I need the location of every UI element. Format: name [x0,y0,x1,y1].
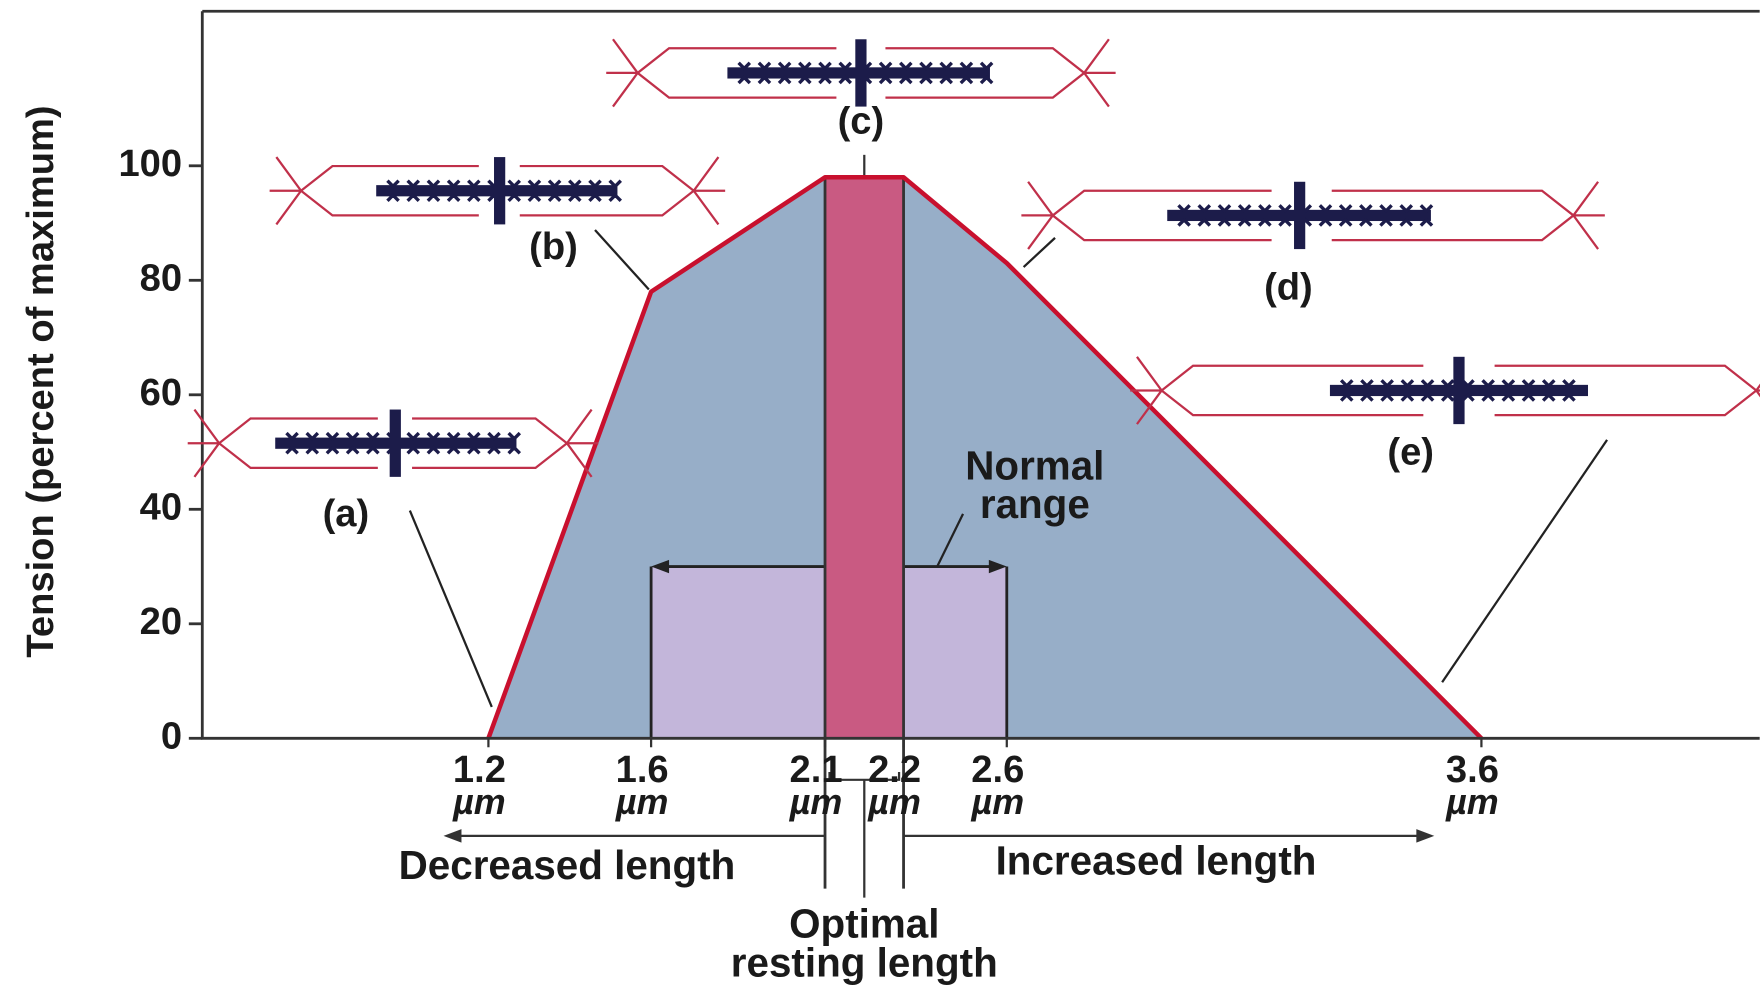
tension-line [486,175,1483,740]
region-label: range [980,481,1090,527]
x-unit-label: µm [452,782,506,822]
optimal-band [825,177,904,739]
actin-filament [269,156,479,226]
leader-line [1441,439,1609,683]
actin-filament [1494,364,1760,417]
x-tick-label: 1.6 [616,748,669,791]
x-tick-label: 2.6 [971,748,1024,791]
myosin-heads [737,61,994,85]
leader-line [408,510,493,708]
x-unit-label: µm [971,782,1025,822]
sarcomere-icon [269,156,726,226]
arrowhead [651,559,670,574]
actin-filament [187,408,378,478]
actin-filament [1130,356,1424,425]
m-line [1453,356,1465,425]
region-label: resting length [731,940,998,986]
actin-filament [412,408,599,478]
sarcomere-label: (b) [529,225,578,268]
bracket [828,771,901,898]
leader-line [594,229,650,291]
sarcomere-label: (c) [838,100,885,143]
region-label: Normal [965,443,1104,489]
myosin-heads [1339,379,1576,402]
leader-line [1022,237,1056,268]
y-tick-label: 100 [118,142,182,185]
x-tick-label: 2.1 [790,748,843,791]
sarcomere-icon [1130,356,1760,425]
y-axis-title: Tension (percent of maximum) [19,105,62,657]
x-tick-label: 3.6 [1446,748,1499,791]
x-tick-label: 1.2 [453,748,506,791]
sarcomere-label: (e) [1387,431,1434,474]
sarcomere-icon [606,38,1116,108]
actin-filament [1021,181,1272,250]
arrowhead [988,559,1007,574]
direction-label: Increased length [996,838,1317,884]
sarcomere-icon [187,408,599,478]
x-unit-label: µm [789,782,843,822]
x-unit-label: µm [1445,782,1499,822]
sarcomere-label: (a) [323,492,370,535]
y-tick-label: 80 [140,256,182,299]
y-tick-label: 0 [161,714,182,757]
y-tick-label: 20 [140,600,182,643]
actin-filament [519,156,726,226]
sarcomere-label: (d) [1264,266,1313,309]
y-tick-label: 40 [140,485,182,528]
direction-label: Decreased length [399,842,736,888]
m-line [855,39,867,107]
m-line [389,409,401,477]
sarcomere-icon [1021,181,1605,250]
myosin-heads [1177,204,1434,227]
actin-filament [606,38,837,108]
m-line [494,157,506,225]
leader-line [936,513,965,568]
region-label: Optimal [789,900,939,946]
actin-filament [885,38,1116,108]
m-line [1294,181,1306,250]
arrowhead [1416,829,1435,843]
actin-filament [1331,181,1605,250]
x-unit-label: µm [615,782,669,822]
x-tick-label: 2.2 [868,748,921,791]
y-tick-label: 60 [140,371,182,414]
arrowhead [443,829,462,843]
x-unit-label: µm [867,782,921,822]
